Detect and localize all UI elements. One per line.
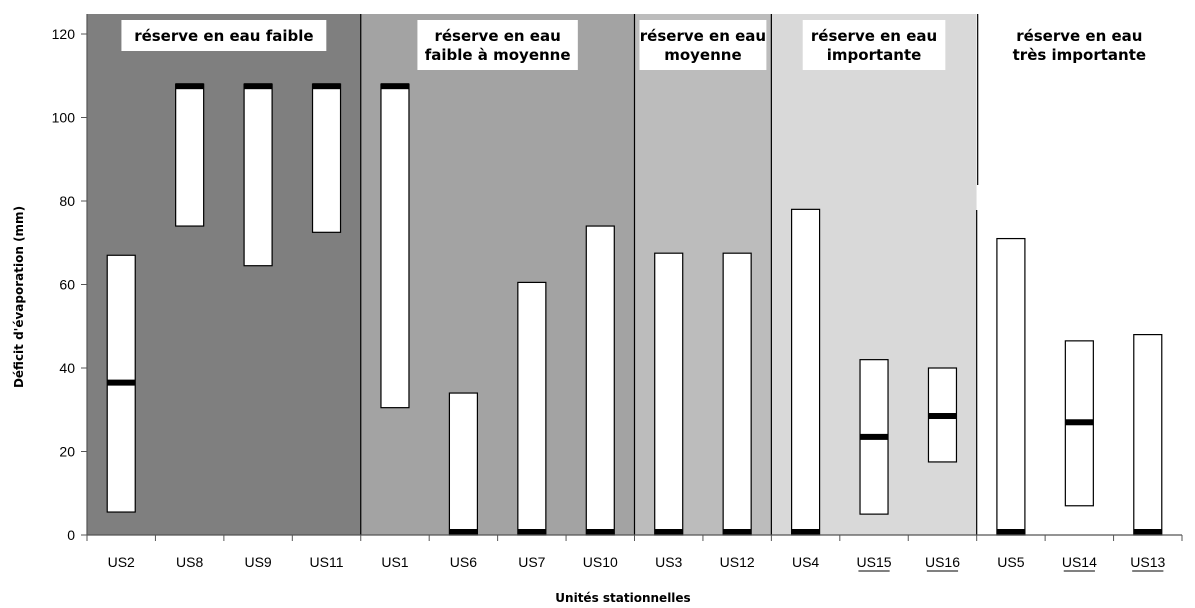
x-tick-label: US9 (244, 554, 271, 570)
range-marker (244, 83, 273, 90)
band-label: réserve en eau (434, 27, 560, 45)
x-tick-label: US7 (518, 554, 545, 570)
x-tick-label: US13 (1130, 554, 1165, 570)
x-tick-label: US10 (583, 554, 618, 570)
band-label: importante (827, 46, 922, 64)
range-bar (517, 281, 547, 536)
range-marker (380, 83, 409, 90)
x-tick-label: US12 (720, 554, 755, 570)
y-tick-label: 80 (59, 193, 75, 209)
band-label: réserve en eau (811, 27, 937, 45)
range-marker (586, 529, 615, 535)
y-axis-title: Déficit d'évaporation (mm) (12, 206, 26, 388)
x-tick-label: US11 (310, 554, 344, 570)
x-tick-label: US4 (792, 554, 819, 570)
range-bar (380, 83, 410, 409)
y-tick-label: 20 (59, 444, 75, 460)
band-label: très importante (1013, 46, 1146, 64)
range-bar (722, 252, 752, 536)
range-marker (791, 529, 820, 535)
range-bar (243, 83, 273, 267)
y-tick-label: 120 (52, 26, 76, 42)
range-marker (1133, 529, 1162, 535)
range-markers (107, 83, 1162, 535)
y-tick-label: 0 (67, 527, 75, 543)
band-label: réserve en eau faible (134, 27, 313, 45)
range-marker (1065, 419, 1094, 426)
range-bar (996, 237, 1026, 536)
band-label-box (417, 20, 578, 70)
y-tick-label: 40 (59, 360, 75, 376)
range-marker (928, 413, 957, 420)
range-bar (175, 83, 205, 227)
range-bar (654, 252, 684, 536)
range-marker (723, 529, 752, 535)
band-label: faible à moyenne (425, 46, 571, 64)
x-tick-label: US16 (925, 554, 960, 570)
band-labels: réserve en eau faible réserve en eaufaibl… (121, 20, 1156, 70)
range-bar (1133, 334, 1163, 536)
range-bar (311, 83, 342, 233)
band-label: moyenne (664, 46, 741, 64)
range-marker (996, 529, 1025, 535)
x-tick-label: US1 (381, 554, 408, 570)
x-axis-title: Unités stationnelles (555, 591, 690, 605)
x-tick-label: US14 (1062, 554, 1097, 570)
range-bar (448, 392, 479, 536)
band-label-box (121, 20, 327, 51)
band-label: réserve en eau (1016, 27, 1142, 45)
range-marker (449, 529, 478, 535)
axes: 0 20 40 60 80 100 120 US2 US8 US9 US11 US1 US6 US7 US1… (52, 14, 1183, 572)
x-tick-label: US8 (176, 554, 203, 570)
range-marker (175, 83, 204, 90)
x-tick-label: US5 (997, 554, 1024, 570)
x-tick-label: US2 (108, 554, 135, 570)
band-label-box (802, 20, 946, 70)
band-label: réserve en eau (640, 27, 766, 45)
range-marker (654, 529, 683, 535)
range-marker (107, 379, 136, 386)
band-label-box (1003, 20, 1156, 70)
y-tick-label: 100 (52, 110, 76, 126)
band-label-box (639, 20, 767, 70)
range-marker (860, 433, 889, 440)
x-tick-label: US6 (450, 554, 477, 570)
x-tick-label: US15 (857, 554, 892, 570)
range-bar (585, 225, 615, 536)
range-marker (312, 83, 341, 90)
x-tick-label: US3 (655, 554, 682, 570)
range-bar (790, 208, 821, 536)
y-tick-label: 60 (59, 277, 75, 293)
range-marker (517, 529, 546, 535)
